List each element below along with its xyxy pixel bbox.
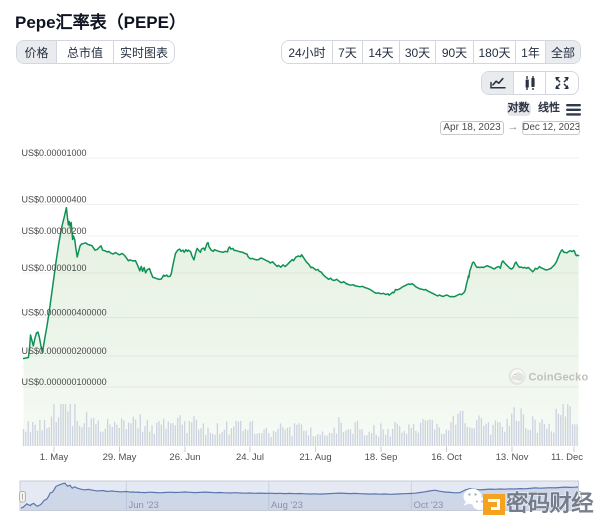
svg-text:13. Nov: 13. Nov [496,452,529,463]
svg-text:11. Dec: 11. Dec [551,452,583,463]
svg-text:US$0.000000400000: US$0.000000400000 [22,308,107,318]
svg-text:26. Jun: 26. Jun [169,452,200,463]
svg-text:29. May: 29. May [103,452,137,463]
svg-text:US$0.00000100: US$0.00000100 [22,263,87,273]
svg-text:US$0.00000200: US$0.00000200 [22,226,87,236]
svg-text:US$0.000000200000: US$0.000000200000 [22,346,107,356]
svg-text:21. Aug: 21. Aug [299,452,331,463]
svg-text:CoinGecko: CoinGecko [529,372,589,384]
svg-text:密码财经: 密码财经 [506,490,594,516]
svg-text:US$0.00001000: US$0.00001000 [22,148,87,158]
svg-text:18. Sep: 18. Sep [365,452,398,463]
svg-text:16. Oct: 16. Oct [431,452,462,463]
svg-text:Aug '23: Aug '23 [271,500,303,511]
svg-text:US$0.000000100000: US$0.000000100000 [22,377,107,387]
svg-text:US$0.00000400: US$0.00000400 [22,195,87,205]
svg-text:Jun '23: Jun '23 [129,500,159,511]
svg-text:1. May: 1. May [40,452,69,463]
svg-text:Oct '23: Oct '23 [414,500,444,511]
svg-text:24. Jul: 24. Jul [236,452,264,463]
